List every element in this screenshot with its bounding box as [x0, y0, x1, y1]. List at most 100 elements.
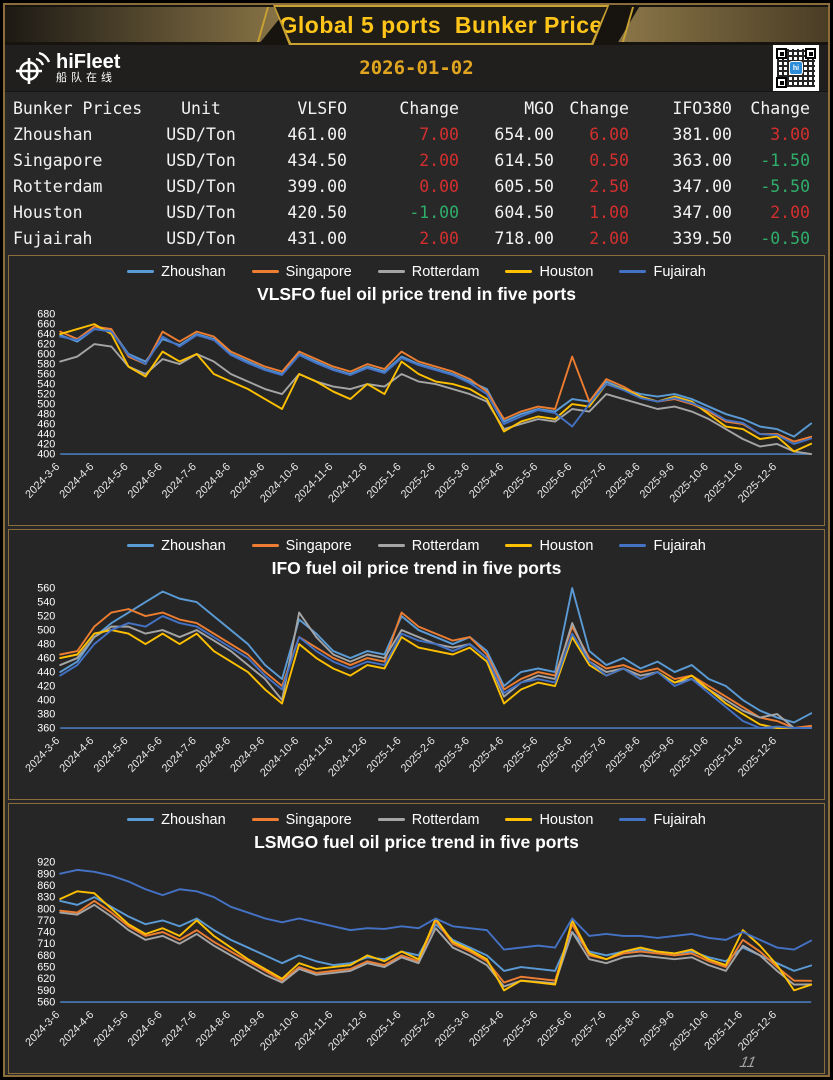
- logo-subtitle: 船队在线: [56, 71, 116, 84]
- svg-text:2025-3-6: 2025-3-6: [433, 735, 472, 775]
- svg-text:580: 580: [37, 358, 55, 370]
- gold-band-left: [5, 7, 289, 42]
- svg-text:460: 460: [37, 652, 55, 664]
- legend-label: Fujairah: [653, 537, 706, 554]
- legend-label: Houston: [539, 811, 594, 828]
- table-cell: USD/Ton: [166, 228, 236, 248]
- legend-label: Singapore: [285, 811, 352, 828]
- svg-text:2024-3-6: 2024-3-6: [23, 461, 62, 501]
- svg-text:710: 710: [37, 938, 55, 950]
- series-line-houston: [59, 323, 813, 453]
- svg-text:420: 420: [37, 680, 55, 692]
- svg-text:620: 620: [37, 339, 55, 351]
- legend-line-swatch: [377, 817, 405, 822]
- table-cell: Singapore: [13, 150, 103, 170]
- chart-title: IFO fuel oil price trend in five ports: [271, 558, 562, 578]
- legend-label: Rotterdam: [411, 811, 480, 828]
- legend-line-swatch: [505, 817, 533, 822]
- change-value-cell: 2.50: [589, 176, 629, 196]
- header-info-row: hiFleet 船队在线 2026-01-02 hi: [5, 45, 828, 92]
- svg-text:440: 440: [37, 428, 55, 440]
- svg-text:2025-7-6: 2025-7-6: [569, 735, 608, 775]
- table-header-cell: Unit: [181, 98, 221, 118]
- legend-item-houston: Houston: [505, 812, 593, 828]
- svg-text:660: 660: [37, 319, 55, 331]
- svg-text:2024-4-6: 2024-4-6: [57, 735, 96, 775]
- table-cell: 654.00: [494, 124, 554, 144]
- table-cell: 604.50: [494, 202, 554, 222]
- table-cell: 399.00: [287, 176, 347, 196]
- table-header-row: Bunker Prices Unit VLSFO Change MGO Change IFO…: [13, 95, 820, 121]
- legend-line-swatch: [619, 269, 647, 274]
- svg-text:2025-6-6: 2025-6-6: [535, 461, 574, 501]
- legend-line-swatch: [251, 269, 279, 274]
- table-cell: USD/Ton: [166, 202, 236, 222]
- table-cell: 614.50: [494, 150, 554, 170]
- table-header-cell: Change: [750, 98, 810, 118]
- table-header-cell: Bunker Prices: [13, 98, 143, 118]
- legend-line-swatch: [251, 817, 279, 822]
- change-value-cell: -5.50: [760, 176, 810, 196]
- table-cell: 381.00: [672, 124, 732, 144]
- svg-text:2024-8-6: 2024-8-6: [194, 461, 233, 501]
- svg-text:680: 680: [37, 308, 55, 320]
- legend-line-swatch: [251, 543, 279, 548]
- legend-line-swatch: [127, 269, 155, 274]
- svg-text:2025-8-6: 2025-8-6: [604, 735, 643, 775]
- lsmgo-line-chart: 9208908608308007707407106806506205905602…: [23, 856, 813, 1053]
- legend-label: Fujairah: [653, 263, 706, 280]
- series-line-rotterdam: [59, 903, 813, 988]
- svg-text:2025-8-6: 2025-8-6: [604, 1009, 643, 1049]
- svg-text:540: 540: [37, 378, 55, 390]
- legend-label: Fujairah: [653, 811, 706, 828]
- legend-item-houston: Houston: [505, 264, 593, 280]
- svg-text:2025-5-6: 2025-5-6: [501, 1009, 540, 1049]
- svg-text:380: 380: [37, 708, 55, 720]
- svg-text:890: 890: [37, 868, 55, 880]
- svg-text:740: 740: [37, 926, 55, 938]
- table-cell: 461.00: [287, 124, 347, 144]
- change-value-cell: 1.00: [589, 202, 629, 222]
- chart-panel-vlsfo: Zhoushan Singapore Rotterdam Houston Fujaira…: [8, 255, 825, 526]
- change-value-cell: 2.00: [419, 150, 459, 170]
- svg-text:600: 600: [37, 348, 55, 360]
- legend-line-swatch: [505, 543, 533, 548]
- svg-text:2025-8-6: 2025-8-6: [604, 461, 643, 501]
- svg-text:2024-6-6: 2024-6-6: [126, 735, 165, 775]
- svg-text:560: 560: [37, 582, 55, 594]
- legend-item-zhoushan: Zhoushan: [127, 812, 226, 828]
- svg-text:640: 640: [37, 328, 55, 340]
- table-cell: 363.00: [672, 150, 732, 170]
- svg-text:2025-5-6: 2025-5-6: [501, 461, 540, 501]
- title-trapezoid-fill: Global 5 ports Bunker Price: [275, 7, 608, 43]
- svg-text:500: 500: [37, 624, 55, 636]
- bunker-price-table: Bunker Prices Unit VLSFO Change MGO Change IFO…: [5, 92, 828, 253]
- svg-text:520: 520: [37, 610, 55, 622]
- chart-panel-lsmgo: Zhoushan Singapore Rotterdam Houston Fujaira…: [8, 803, 825, 1074]
- svg-text:2025-1-6: 2025-1-6: [365, 461, 404, 501]
- svg-text:2024-5-6: 2024-5-6: [92, 461, 131, 501]
- table-cell: USD/Ton: [166, 150, 236, 170]
- table-cell: USD/Ton: [166, 176, 236, 196]
- svg-text:2025-2-6: 2025-2-6: [399, 1009, 438, 1049]
- legend-item-singapore: Singapore: [251, 811, 352, 828]
- svg-text:2025-4-6: 2025-4-6: [467, 461, 506, 501]
- svg-text:2025-1-6: 2025-1-6: [365, 1009, 404, 1049]
- legend-label: Singapore: [285, 263, 352, 280]
- legend-item-zhoushan: Zhoushan: [127, 264, 226, 280]
- change-value-cell: 2.00: [419, 228, 459, 248]
- change-value-cell: 2.00: [770, 202, 810, 222]
- svg-text:650: 650: [37, 961, 55, 973]
- series-line-singapore: [59, 325, 813, 443]
- series-line-fujairah: [59, 615, 813, 729]
- change-value-cell: -0.50: [760, 228, 810, 248]
- change-value-cell: 0.50: [589, 150, 629, 170]
- svg-text:2024-8-6: 2024-8-6: [194, 735, 233, 775]
- change-value-cell: -1.50: [760, 150, 810, 170]
- legend-label: Rotterdam: [411, 537, 480, 554]
- svg-text:2024-7-6: 2024-7-6: [160, 735, 199, 775]
- svg-text:560: 560: [37, 996, 55, 1008]
- legend-item-singapore: Singapore: [251, 263, 352, 280]
- svg-text:2025-4-6: 2025-4-6: [467, 735, 506, 775]
- table-cell: Rotterdam: [13, 176, 103, 196]
